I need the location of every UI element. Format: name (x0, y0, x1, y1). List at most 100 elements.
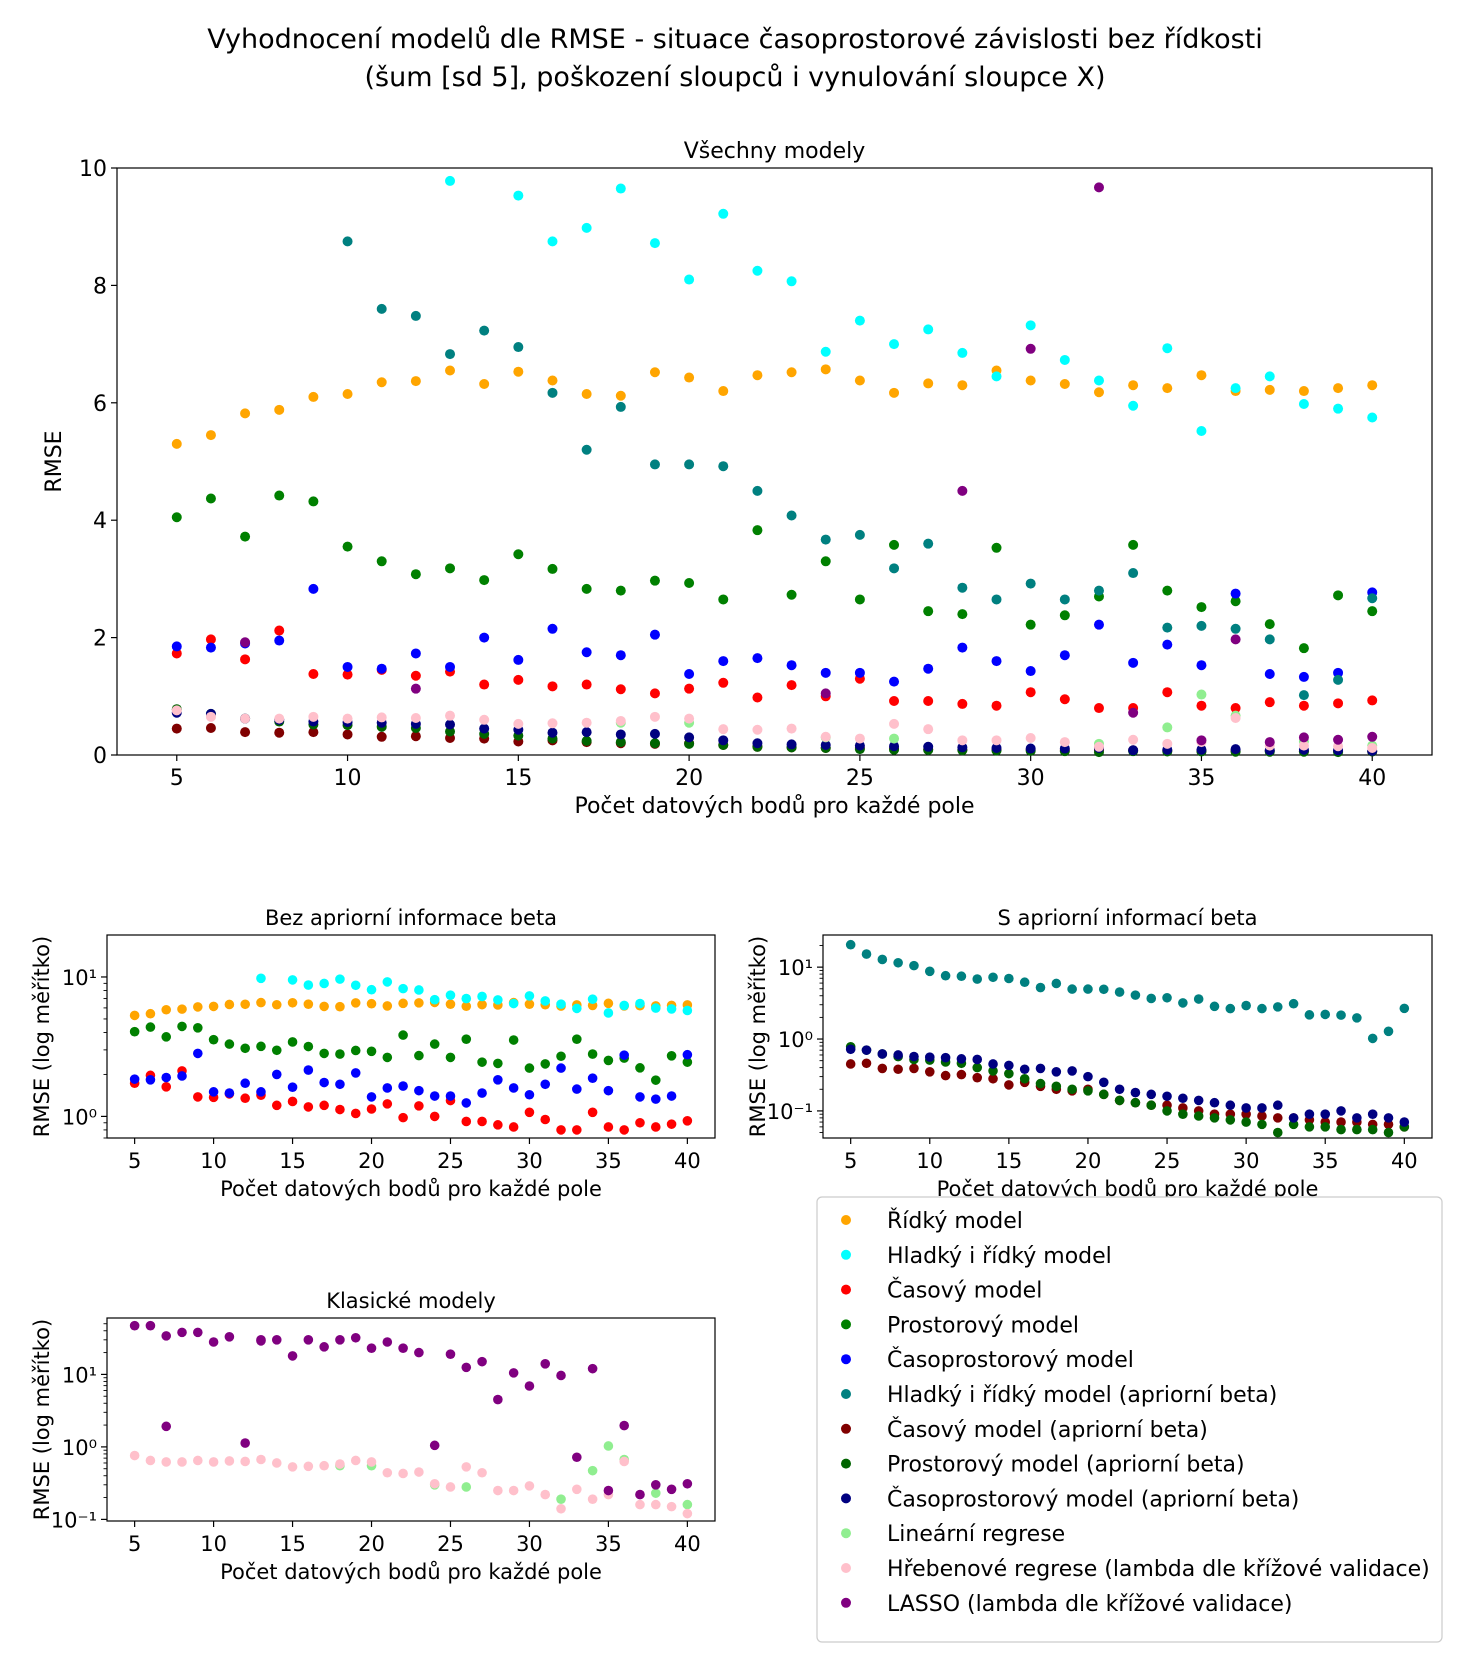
data-point (308, 668, 319, 679)
data-point (256, 997, 266, 1008)
data-point (205, 493, 216, 504)
data-point (445, 726, 456, 737)
data-point (1304, 1109, 1315, 1120)
axes-frame (106, 934, 716, 1139)
data-point (308, 711, 319, 722)
legend-label: Lineární regrese (887, 1522, 1065, 1547)
data-point (461, 1462, 472, 1472)
data-point (603, 1055, 614, 1066)
data-point (923, 606, 934, 617)
data-point (615, 729, 626, 740)
data-point (205, 430, 216, 441)
data-point (335, 974, 345, 984)
data-point (171, 705, 182, 716)
data-point (508, 1035, 519, 1045)
data-point (889, 718, 900, 729)
data-point (923, 324, 934, 335)
data-point (619, 1050, 629, 1060)
data-point (524, 1089, 535, 1100)
data-point (991, 371, 1002, 382)
data-point (649, 738, 660, 749)
data-point (587, 994, 598, 1004)
data-point (177, 1327, 187, 1338)
data-point (376, 556, 387, 567)
data-point (161, 1072, 172, 1083)
data-point (1035, 1078, 1046, 1089)
data-point (208, 1001, 219, 1012)
data-point (479, 723, 490, 734)
data-point (366, 1092, 377, 1102)
data-point (376, 303, 387, 314)
data-point (398, 1112, 408, 1123)
legend-label: Prostorový model (887, 1313, 1079, 1338)
data-point (342, 669, 353, 680)
x-tick-label: 20 (675, 766, 703, 791)
data-point (1128, 380, 1139, 391)
data-point (1025, 666, 1036, 677)
data-point (477, 1088, 487, 1098)
data-point (382, 1467, 393, 1478)
data-point (274, 404, 285, 415)
data-point (1059, 610, 1070, 621)
data-point (303, 1335, 314, 1345)
data-point (208, 1337, 219, 1347)
legend-label: Časový model (887, 1278, 1042, 1304)
legend-marker (841, 1563, 851, 1573)
data-point (957, 485, 968, 496)
data-point (988, 1073, 998, 1084)
data-point (1209, 1097, 1220, 1108)
data-point (193, 1002, 203, 1012)
series-9 (171, 707, 1378, 756)
data-point (1083, 1086, 1093, 1096)
legend-marker (841, 1354, 851, 1365)
data-point (650, 1479, 661, 1490)
legend-item: Časový model (apriorní beta) (841, 1417, 1208, 1443)
data-point (429, 1478, 440, 1489)
data-point (1333, 383, 1344, 394)
data-point (1130, 1097, 1141, 1108)
data-point (429, 1091, 440, 1101)
data-point (1298, 732, 1309, 743)
data-point (240, 654, 251, 665)
data-point (547, 681, 558, 692)
data-point (547, 718, 558, 729)
data-point (1298, 700, 1309, 711)
data-point (752, 653, 763, 664)
data-point (1333, 698, 1344, 709)
data-point (461, 1098, 472, 1108)
y-axis-label: RMSE (log měřítko) (746, 936, 770, 1137)
data-point (1230, 703, 1241, 714)
data-point (513, 366, 524, 377)
data-point (274, 635, 285, 646)
data-point (1025, 578, 1036, 589)
data-point (540, 996, 551, 1006)
data-point (1162, 1106, 1172, 1116)
data-point (129, 1450, 140, 1461)
data-point (572, 1084, 582, 1094)
data-point (208, 1034, 219, 1045)
data-point (1399, 1003, 1410, 1014)
data-point (240, 1438, 250, 1448)
data-point (1304, 1122, 1315, 1132)
legend-label: Časový model (apriorní beta) (887, 1417, 1208, 1443)
data-point (682, 1499, 693, 1510)
x-tick-label: 10 (334, 766, 362, 791)
data-point (342, 729, 353, 740)
data-point (1083, 1071, 1093, 1082)
data-point (376, 712, 387, 723)
data-point (556, 1503, 566, 1514)
x-axis-label: Počet datových bodů pro každé pole (574, 794, 974, 819)
y-tick-label: 0 (93, 744, 107, 769)
data-point (287, 1096, 298, 1107)
data-point (666, 1119, 677, 1129)
data-point (889, 741, 900, 752)
data-point (366, 1046, 377, 1057)
data-point (649, 575, 660, 586)
data-point (445, 661, 456, 672)
data-point (177, 1071, 187, 1081)
data-point (513, 190, 524, 201)
data-point (1004, 1068, 1014, 1079)
y-tick-label: 10¹ (62, 966, 97, 990)
data-point (1272, 1002, 1283, 1012)
data-point (615, 684, 626, 695)
